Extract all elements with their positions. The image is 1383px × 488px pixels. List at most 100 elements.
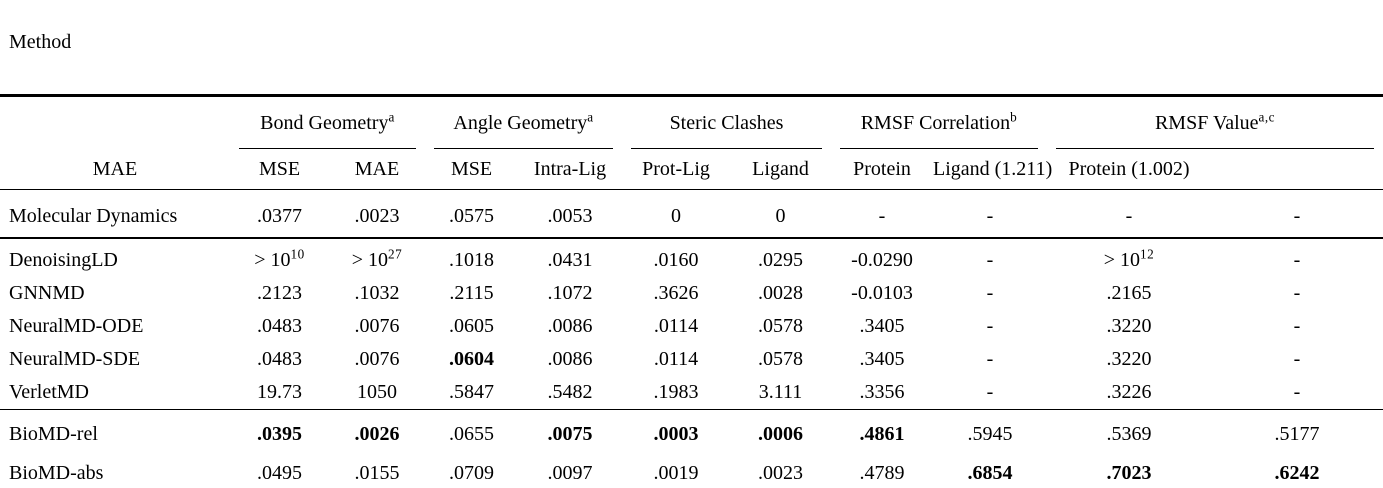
value-cell: .0086 <box>547 347 593 370</box>
value-cell: .0495 <box>257 461 302 484</box>
value-cell: .3220 <box>1106 347 1152 370</box>
value-cell: -0.0290 <box>851 248 913 271</box>
group-footnote-marker: a,c <box>1258 108 1276 124</box>
group-header-steric-clashes: Steric Clashes <box>622 97 831 149</box>
value-cell: .0114 <box>653 347 699 370</box>
value-cell: - <box>986 380 994 403</box>
value-cell: - <box>1293 314 1301 337</box>
value-cell: .3356 <box>859 380 905 403</box>
value-cell: - <box>1293 281 1301 304</box>
value-cell: 1050 <box>357 380 397 403</box>
value-cell: - <box>986 347 994 370</box>
value-cell: .2165 <box>1106 281 1152 304</box>
subheader-corr-ligand: Ligand <box>752 157 809 180</box>
section-rule <box>0 237 1383 239</box>
value-cell: .3626 <box>653 281 699 304</box>
value-cell: .0053 <box>547 205 593 227</box>
group-footnote-marker: a <box>388 108 395 124</box>
value-cell: 0 <box>671 205 681 227</box>
value-cell: - <box>1293 347 1301 370</box>
value-cell: - <box>1293 205 1301 227</box>
value-cell: - <box>1293 380 1301 403</box>
value-cell: .0578 <box>758 347 803 370</box>
value-cell: .0483 <box>257 314 302 337</box>
group-label: Angle Geometry <box>453 111 588 134</box>
method-cell: NeuralMD-ODE <box>9 314 144 337</box>
value-cell-best: .0026 <box>354 423 400 445</box>
value-cell: - <box>986 205 994 227</box>
subheader-prot-lig: Prot-Lig <box>642 157 710 180</box>
value-cell: - <box>1293 248 1301 271</box>
method-cell: VerletMD <box>9 380 89 403</box>
group-label: Bond Geometry <box>260 111 389 134</box>
value-cell: 0 <box>775 205 786 227</box>
value-cell: .0709 <box>449 461 494 484</box>
value-cell-best: .6854 <box>967 461 1013 484</box>
method-cell: GNNMD <box>9 281 85 304</box>
value-cell: > 1012 <box>1103 245 1155 271</box>
value-cell: .3220 <box>1106 314 1152 337</box>
value-cell: .0295 <box>758 248 803 271</box>
value-cell: .1018 <box>449 248 494 271</box>
subheader-angle-mae: MAE <box>354 157 400 180</box>
value-cell-best: .4861 <box>859 423 905 445</box>
value-cell: .3226 <box>1106 380 1152 403</box>
method-cell: DenoisingLD <box>9 248 118 271</box>
method-cell: BioMD-abs <box>9 461 104 484</box>
value-cell: 3.111 <box>758 380 803 403</box>
value-cell: .5482 <box>547 380 593 403</box>
value-cell-best: .0395 <box>257 423 302 445</box>
group-header-rmsf-value: RMSF Valuea,c <box>1047 97 1383 149</box>
value-cell: - <box>986 314 994 337</box>
subheader-corr-protein: Protein <box>853 157 911 180</box>
value-cell: .0575 <box>449 205 494 227</box>
top-rule <box>0 94 1383 97</box>
subheader-bond-mae: MAE <box>92 157 138 180</box>
subheader-angle-mse: MSE <box>450 157 493 180</box>
value-cell: .1983 <box>653 380 699 403</box>
value-cell: .0114 <box>653 314 699 337</box>
value-cell: .0097 <box>547 461 593 484</box>
value-cell: .1072 <box>547 281 593 304</box>
group-header-angle-geometry: Angle Geometrya <box>425 97 622 149</box>
header-rule <box>0 188 1383 190</box>
value-cell: .0155 <box>354 461 400 484</box>
value-cell: .0377 <box>257 205 302 227</box>
value-cell: .3405 <box>859 347 905 370</box>
value-cell: .0160 <box>653 248 699 271</box>
group-label: RMSF Value <box>1154 111 1259 134</box>
value-cell: .0028 <box>758 281 803 304</box>
group-label: Steric Clashes <box>669 111 784 134</box>
value-cell: > 1010 <box>254 245 305 271</box>
value-cell: .1032 <box>354 281 400 304</box>
value-cell: .0578 <box>758 314 803 337</box>
value-cell: .0076 <box>354 314 400 337</box>
value-cell: .0483 <box>257 347 302 370</box>
method-column-header: Method <box>9 31 72 53</box>
group-header-rmsf-correlation: RMSF Correlationb <box>831 97 1047 149</box>
method-cell: BioMD-rel <box>9 423 98 445</box>
subheader-value-ligand: Ligand (1.211) <box>933 157 1053 180</box>
value-cell: .5847 <box>449 380 494 403</box>
value-cell: .2115 <box>449 281 494 304</box>
value-cell: .0605 <box>449 314 494 337</box>
value-cell: -0.0103 <box>851 281 913 304</box>
subheader-intra-lig: Intra-Lig <box>533 157 607 180</box>
group-label: RMSF Correlation <box>860 111 1011 134</box>
value-cell-best: .0003 <box>653 423 699 445</box>
value-cell: - <box>986 281 994 304</box>
subheader-bond-mse: MSE <box>258 157 301 180</box>
value-cell: .0076 <box>354 347 400 370</box>
value-cell: - <box>1125 205 1133 227</box>
value-cell-best: .6242 <box>1274 461 1320 484</box>
value-cell: .4789 <box>859 461 905 484</box>
value-cell: .3405 <box>859 314 905 337</box>
value-cell: - <box>878 205 886 227</box>
value-cell: - <box>986 248 994 271</box>
value-cell: .0023 <box>354 205 400 227</box>
value-cell: .0086 <box>547 314 593 337</box>
value-cell: .0655 <box>449 423 494 445</box>
value-cell: .0019 <box>653 461 699 484</box>
